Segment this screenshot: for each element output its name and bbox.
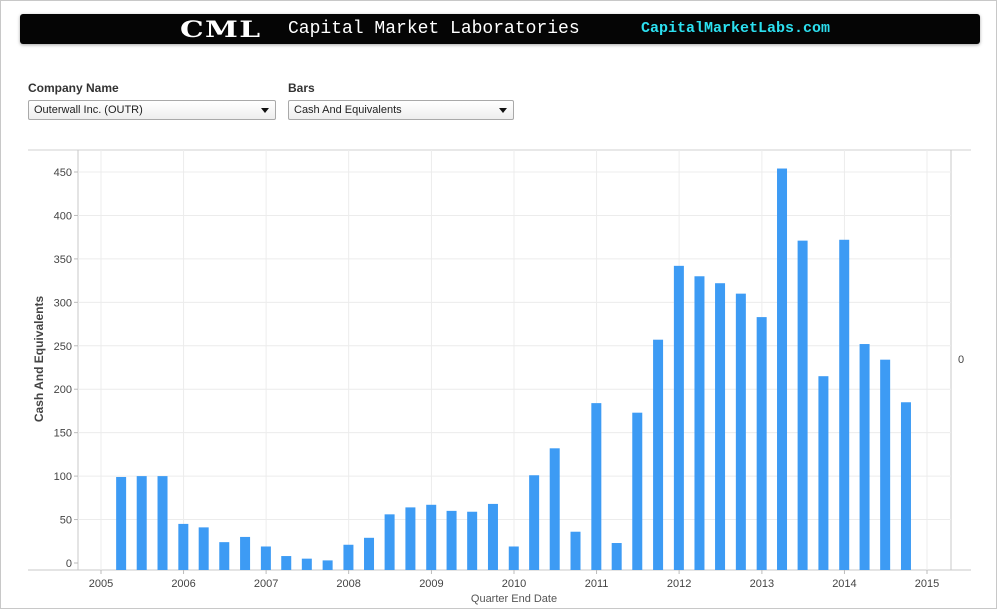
y-tick-label: 300 xyxy=(54,297,72,309)
bar xyxy=(322,560,333,570)
chart-axes: 0 50 100 150 200 250 300 350 400 450 2005 2006 2007 2… xyxy=(32,167,964,605)
header-banner: CML Capital Market Laboratories CapitalM… xyxy=(20,14,980,44)
bars-filter: Bars Cash And Equivalents xyxy=(288,81,514,120)
bar xyxy=(219,542,230,570)
y-tick-label: 450 xyxy=(54,167,72,179)
bar xyxy=(797,240,808,571)
bar xyxy=(384,514,395,570)
y-tick-label: 200 xyxy=(54,384,72,396)
bar xyxy=(116,476,127,570)
y-tick-label: 350 xyxy=(54,254,72,266)
bar xyxy=(570,531,581,570)
bar xyxy=(301,558,312,570)
bar xyxy=(591,403,602,570)
bar xyxy=(694,276,705,570)
bar xyxy=(756,317,767,570)
bar xyxy=(673,265,684,570)
bar xyxy=(611,543,622,570)
x-tick-label: 2006 xyxy=(171,578,195,590)
bar xyxy=(549,448,560,570)
bar xyxy=(487,503,498,570)
x-axis-title: Quarter End Date xyxy=(471,593,557,605)
bar xyxy=(735,293,746,570)
x-tick-label: 2010 xyxy=(502,578,526,590)
bars-select[interactable]: Cash And Equivalents xyxy=(288,100,514,120)
x-tick-label: 2008 xyxy=(336,578,360,590)
chevron-down-icon[interactable] xyxy=(499,108,507,113)
bar xyxy=(880,359,891,570)
x-tick-label: 2015 xyxy=(915,578,939,590)
x-tick-label: 2007 xyxy=(254,578,278,590)
y-axis-title: Cash And Equivalents xyxy=(32,296,46,423)
y-tick-label: 100 xyxy=(54,471,72,483)
cml-logo: CML xyxy=(180,17,262,43)
bar xyxy=(343,544,354,570)
bar xyxy=(529,475,540,570)
header-title: Capital Market Laboratories xyxy=(288,19,580,39)
bars-filter-label: Bars xyxy=(288,81,315,95)
bar xyxy=(859,344,870,570)
bar xyxy=(446,510,457,570)
x-tick-label: 2005 xyxy=(89,578,113,590)
company-filter-label: Company Name xyxy=(28,81,119,95)
bar xyxy=(426,504,437,570)
bar xyxy=(653,339,664,570)
company-filter: Company Name Outerwall Inc. (OUTR) xyxy=(28,81,276,120)
x-tick-label: 2014 xyxy=(832,578,856,590)
x-tick-label: 2011 xyxy=(585,578,609,590)
y-tick-label: 50 xyxy=(60,515,72,527)
bar xyxy=(260,546,271,570)
company-select-value: Outerwall Inc. (OUTR) xyxy=(34,104,143,116)
x-tick-label: 2013 xyxy=(750,578,774,590)
y-tick-label: 150 xyxy=(54,428,72,440)
bar xyxy=(178,523,189,570)
chart-bars xyxy=(116,168,911,571)
bar xyxy=(715,283,726,570)
bar xyxy=(240,536,251,570)
bar xyxy=(900,402,911,570)
bar xyxy=(405,507,416,570)
y-tick-label: 0 xyxy=(66,558,72,570)
chart-grid xyxy=(28,149,971,571)
y-tick-label: 250 xyxy=(54,341,72,353)
bars-select-value: Cash And Equivalents xyxy=(294,104,402,116)
bar xyxy=(508,546,519,570)
bar xyxy=(777,168,788,570)
x-tick-label: 2012 xyxy=(667,578,691,590)
bar xyxy=(198,527,209,570)
bar xyxy=(818,376,829,570)
bar xyxy=(839,239,850,571)
x-tick-label: 2009 xyxy=(419,578,443,590)
y-tick-label: 400 xyxy=(54,210,72,222)
header-site-link[interactable]: CapitalMarketLabs.com xyxy=(641,20,831,37)
chevron-down-icon[interactable] xyxy=(261,108,269,113)
bar xyxy=(467,511,478,570)
bar xyxy=(364,537,375,570)
bar xyxy=(632,412,643,570)
bar xyxy=(136,476,147,570)
bar xyxy=(281,556,292,570)
company-select[interactable]: Outerwall Inc. (OUTR) xyxy=(28,100,276,120)
bar xyxy=(157,476,168,570)
right-axis-tick-label: 0 xyxy=(958,354,964,366)
